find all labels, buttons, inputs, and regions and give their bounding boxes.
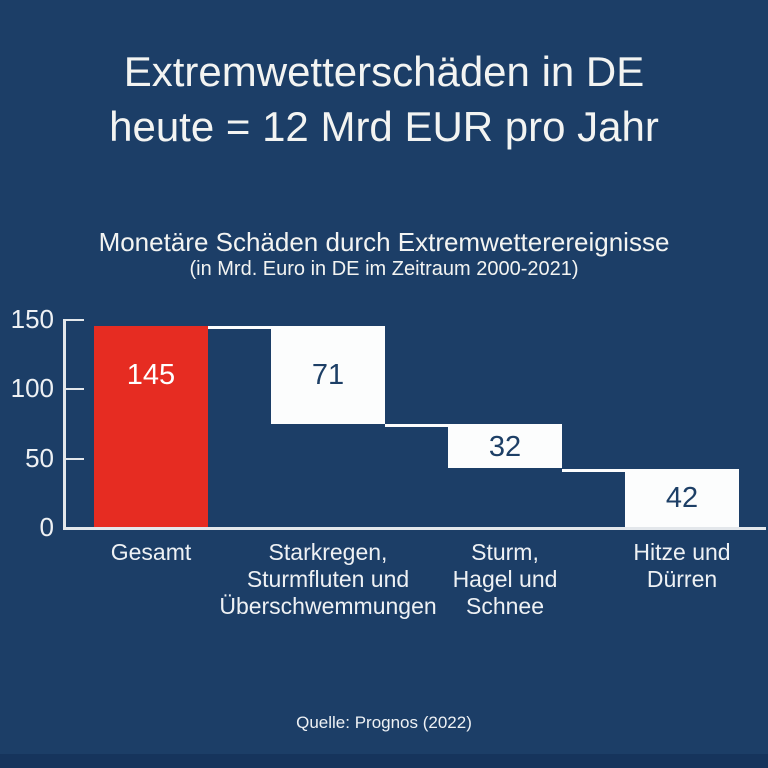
y-tick-mark [66, 388, 84, 390]
category-label: Hitze und Dürren [633, 539, 731, 592]
category-label: Sturm, Hagel und Schnee [452, 539, 558, 619]
y-tick-label: 50 [25, 443, 54, 473]
source-note: Quelle: Prognos (2022) [296, 713, 472, 732]
y-tick-label: 150 [10, 304, 54, 334]
connector-line [385, 424, 448, 427]
value-label: 32 [488, 431, 522, 463]
category-label: Gesamt [110, 539, 192, 565]
y-tick-label: 0 [39, 512, 54, 542]
connector-line [562, 469, 625, 472]
connector-line [208, 326, 271, 329]
breakdown-bar [271, 326, 385, 424]
value-label: 71 [311, 359, 345, 391]
y-tick-mark [66, 319, 84, 321]
chart-subtitle: (in Mrd. Euro in DE im Zeitraum 2000-202… [189, 258, 579, 280]
breakdown-bar [625, 469, 739, 527]
value-label: 42 [665, 482, 699, 514]
chart-title: Monetäre Schäden durch Extremwetterereig… [98, 227, 670, 257]
y-tick-label: 100 [10, 373, 54, 403]
total-bar [94, 326, 208, 527]
page-title: Extremwetterschäden in DE heute = 12 Mrd… [0, 44, 768, 154]
x-axis-line [63, 527, 766, 530]
footer-strip [0, 754, 768, 768]
y-axis-line [63, 319, 66, 530]
page-title-line-2: heute = 12 Mrd EUR pro Jahr [109, 103, 659, 150]
breakdown-bar [448, 424, 562, 468]
page-title-line-1: Extremwetterschäden in DE [123, 48, 645, 95]
y-tick-mark [66, 458, 84, 460]
value-label: 145 [126, 359, 176, 391]
category-label: Starkregen, Sturmfluten und Überschwemmu… [219, 539, 437, 619]
